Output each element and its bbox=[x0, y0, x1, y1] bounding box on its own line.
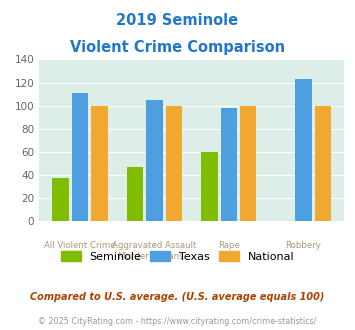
Legend: Seminole, Texas, National: Seminole, Texas, National bbox=[56, 247, 299, 267]
Bar bbox=[221, 108, 237, 221]
Bar bbox=[240, 106, 256, 221]
Text: 2019 Seminole: 2019 Seminole bbox=[116, 13, 239, 28]
Text: All Violent Crime: All Violent Crime bbox=[44, 241, 116, 249]
Bar bbox=[146, 100, 163, 221]
Bar bbox=[166, 106, 182, 221]
Bar bbox=[315, 106, 331, 221]
Bar bbox=[127, 167, 143, 221]
Text: Compared to U.S. average. (U.S. average equals 100): Compared to U.S. average. (U.S. average … bbox=[30, 292, 325, 302]
Text: Robbery: Robbery bbox=[285, 241, 321, 249]
Text: © 2025 CityRating.com - https://www.cityrating.com/crime-statistics/: © 2025 CityRating.com - https://www.city… bbox=[38, 317, 317, 326]
Bar bbox=[91, 106, 108, 221]
Text: Aggravated Assault: Aggravated Assault bbox=[112, 241, 197, 249]
Bar bbox=[201, 152, 218, 221]
Bar bbox=[72, 93, 88, 221]
Text: Rape: Rape bbox=[218, 241, 240, 249]
Bar bbox=[53, 178, 69, 221]
Text: Violent Crime Comparison: Violent Crime Comparison bbox=[70, 40, 285, 54]
Text: Murder & Mans...: Murder & Mans... bbox=[118, 252, 191, 261]
Bar bbox=[295, 79, 312, 221]
